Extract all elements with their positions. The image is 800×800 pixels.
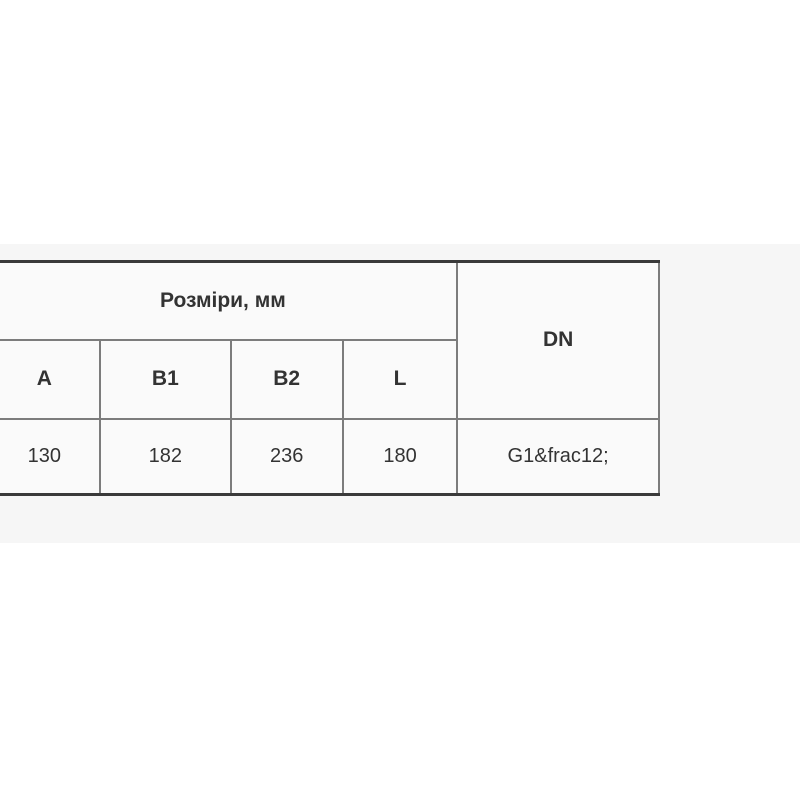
value-l: 180	[341, 417, 459, 496]
value-a: 130	[0, 417, 102, 496]
column-header-l: L	[341, 338, 459, 420]
table-section-band: Розміри, мм DN A B1 B2 L 130 182 236 180…	[0, 244, 800, 543]
dimensions-table: Розміри, мм DN A B1 B2 L 130 182 236 180…	[0, 260, 660, 496]
column-header-a: A	[0, 338, 102, 420]
column-header-b2: B2	[229, 338, 344, 420]
column-header-b1: B1	[99, 338, 232, 420]
value-b1: 182	[99, 417, 232, 496]
value-dn: G1&frac12;	[456, 417, 660, 496]
table-row: 130 182 236 180 G1&frac12;	[0, 417, 660, 496]
group-header-dimensions: Розміри, мм	[0, 260, 459, 341]
column-header-dn: DN	[456, 260, 660, 420]
value-b2: 236	[229, 417, 344, 496]
